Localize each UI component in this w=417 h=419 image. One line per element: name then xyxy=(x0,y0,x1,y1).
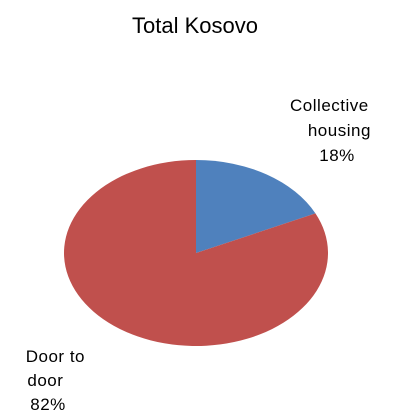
slice-label-door-to-door: Door to door 82% xyxy=(26,347,90,414)
pie-slice-1 xyxy=(64,160,329,346)
pie-slices xyxy=(64,160,329,346)
slice-label-collective-housing: Collective housing 18% xyxy=(290,96,376,165)
pie-slice-0 xyxy=(196,160,316,253)
chart-title: Total Kosovo xyxy=(132,13,258,38)
